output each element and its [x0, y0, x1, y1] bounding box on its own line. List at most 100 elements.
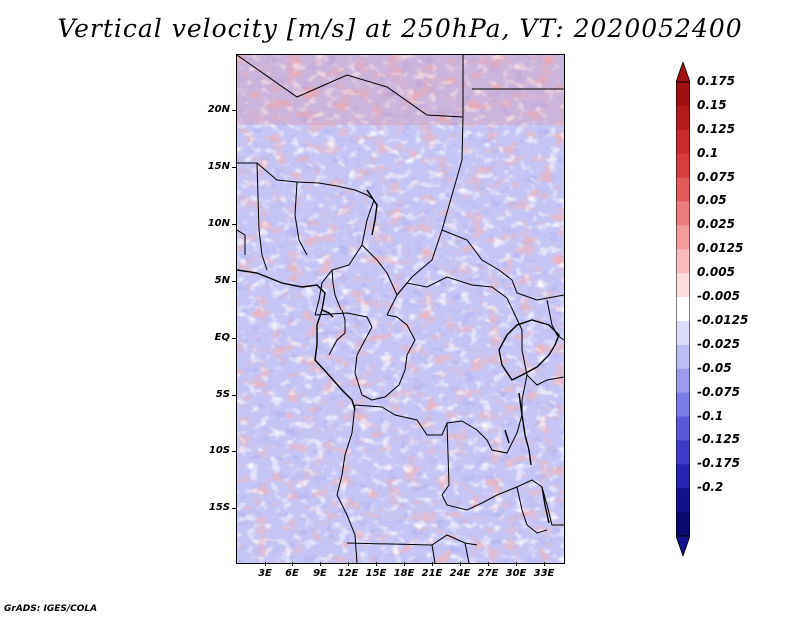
lon-tick [516, 562, 517, 566]
coast-gulf-of-guinea [237, 269, 356, 411]
colorbar-level-label: -0.05 [697, 360, 732, 375]
lon-tick-label-27e: 27E [477, 568, 499, 579]
border-niger-benin [256, 162, 268, 271]
lon-tick-label-30e: 30E [505, 568, 527, 579]
colorbar-level-label: -0.005 [697, 289, 740, 304]
border-angola-zambia [441, 422, 483, 511]
lat-tick-label-15n: 15N [207, 161, 230, 172]
colorbar-segments [676, 62, 690, 556]
border-drc-angola [354, 404, 523, 454]
lat-tick [232, 338, 236, 339]
country-borders [237, 55, 564, 563]
lat-tick [232, 508, 236, 509]
colorbar-segment [676, 344, 690, 370]
colorbar-segment [676, 225, 690, 250]
colorbar-level-label: -0.0125 [697, 312, 749, 327]
lon-tick [265, 562, 266, 566]
lon-tick [292, 562, 293, 566]
lon-tick-label-9e: 9E [313, 568, 327, 579]
colorbar-segment [676, 273, 690, 298]
lon-tick-label-3e: 3E [258, 568, 272, 579]
border-congo-drc [386, 314, 416, 386]
lat-tick [232, 167, 236, 168]
border-nigeria-cameroon [314, 199, 375, 316]
lon-tick [488, 562, 489, 566]
colorbar-level-label: 0.15 [697, 97, 727, 112]
lon-tick [404, 562, 405, 566]
lake-mweru [504, 429, 510, 444]
footer-credit: GrADS: IGES/COLA [4, 604, 98, 614]
border-gabon-congo [314, 312, 373, 374]
colorbar-level-label: -0.025 [697, 336, 740, 351]
lat-tick [232, 110, 236, 111]
colorbar-segment [676, 82, 690, 107]
colorbar-segment [676, 177, 690, 202]
colorbar-level-label: 0.05 [697, 193, 727, 208]
border-sudan-south [441, 229, 564, 301]
field-neutral [237, 55, 564, 563]
border-cameroon-south [331, 269, 342, 311]
lon-tick [320, 562, 321, 566]
border-zimbabwe [464, 542, 470, 563]
sahara-ascent-band [237, 55, 564, 125]
lat-tick-label-5s: 5S [215, 389, 230, 400]
lake-victoria [498, 319, 560, 381]
lat-tick-label-10n: 10N [207, 218, 230, 229]
colorbar-segment [676, 512, 690, 537]
colorbar-segment [676, 488, 690, 513]
colorbar-segment [676, 201, 690, 226]
colorbar-level-label: 0.025 [697, 217, 735, 232]
lat-tick-label-15s: 15S [208, 502, 230, 513]
lat-tick [232, 395, 236, 396]
colorbar-segment [676, 368, 690, 394]
lon-tick [348, 562, 349, 566]
colorbar-level-label: 0.175 [697, 74, 735, 88]
border-zambia-malawi [481, 479, 564, 526]
colorbar-level-label: 0.005 [697, 265, 735, 280]
colorbar-bottom-arrow [676, 535, 690, 556]
lon-tick-label-6e: 6E [285, 568, 299, 579]
coast-bioko [321, 309, 334, 318]
lat-tick-label-10s: 10S [208, 445, 230, 456]
colorbar-segment [676, 440, 690, 465]
lat-tick-label-eq: EQ [214, 332, 230, 343]
lon-tick-label-33e: 33E [533, 568, 555, 579]
border-uganda-tanzania [506, 297, 564, 386]
border-namibia-botswana [346, 534, 478, 546]
lon-tick [432, 562, 433, 566]
lat-tick [232, 224, 236, 225]
colorbar-level-label: -0.1 [697, 408, 724, 423]
colorbar-segment [676, 464, 690, 489]
border-mozambique [516, 486, 548, 534]
lake-chad [366, 189, 378, 236]
vertical-velocity-field [237, 55, 564, 563]
colorbar-level-label: -0.125 [697, 432, 740, 447]
colorbar-level-label: 0.0125 [697, 241, 744, 256]
lake-malawi [541, 486, 550, 524]
colorbar-level-label: -0.2 [697, 480, 724, 495]
lat-tick [232, 281, 236, 282]
border-car [361, 244, 508, 299]
colorbar-segment [676, 416, 690, 441]
border-eq-guinea [328, 309, 346, 356]
colorbar-outline [676, 81, 690, 537]
colorbar-level-label: -0.175 [697, 456, 740, 471]
colorbar-segment [676, 320, 690, 346]
border-angola-namibia [336, 404, 358, 563]
border-sahel [237, 162, 375, 201]
colorbar-segment [676, 105, 690, 131]
lat-tick [232, 451, 236, 452]
lat-tick-label-20n: 20N [207, 104, 230, 115]
colorbar-level-label: 0.1 [697, 145, 719, 160]
colorbar-top-arrow [676, 62, 690, 83]
lon-tick-label-15e: 15E [365, 568, 387, 579]
border-chad-libya [237, 55, 464, 316]
lon-tick [460, 562, 461, 566]
colorbar-level-label: -0.075 [697, 384, 740, 399]
colorbar-level-label: 0.125 [697, 121, 735, 136]
coastline [237, 189, 560, 524]
colorbar-segment [676, 153, 690, 179]
lon-tick-label-12e: 12E [337, 568, 359, 579]
lon-tick [376, 562, 377, 566]
colorbar-segment [676, 249, 690, 274]
